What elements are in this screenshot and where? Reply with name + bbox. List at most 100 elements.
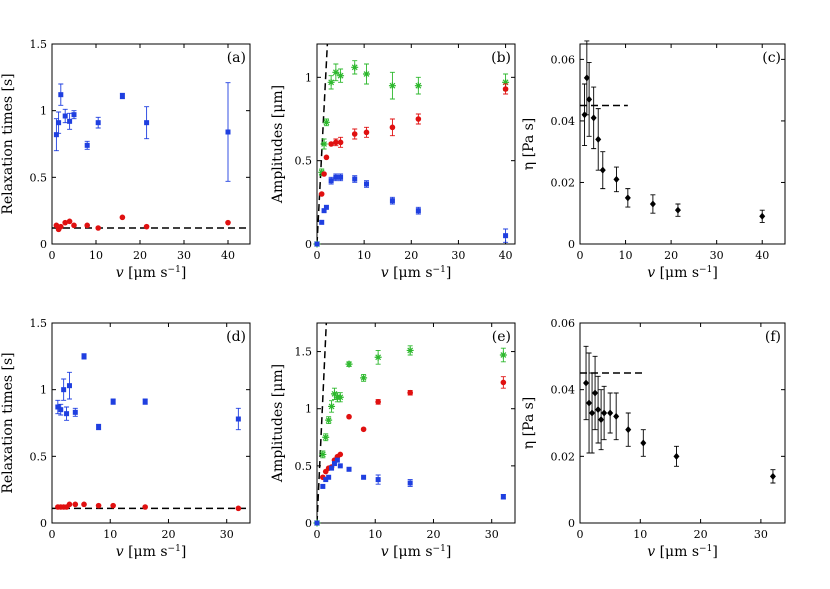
x-tick-label: 30 <box>451 249 465 262</box>
data-point <box>62 219 68 226</box>
data-point <box>319 450 327 458</box>
data-point <box>110 502 116 509</box>
data-point <box>322 433 330 441</box>
y-tick-label: 1.5 <box>30 317 48 330</box>
series-green <box>313 60 510 248</box>
x-axis-label: v [μm s−1] <box>381 265 452 281</box>
x-tick-label: 20 <box>404 249 418 262</box>
y-tick-label: 0 <box>305 517 312 530</box>
data-point <box>649 200 656 208</box>
data-point <box>769 472 776 480</box>
series-viscosity <box>581 40 766 223</box>
y-tick-label: 0 <box>568 517 575 530</box>
x-tick-label: 0 <box>314 528 321 541</box>
panel-label: (e) <box>492 329 511 345</box>
x-tick-label: 10 <box>633 528 647 541</box>
data-point <box>328 178 334 184</box>
series-slow-relaxation <box>55 353 241 431</box>
data-point <box>84 142 90 148</box>
data-point <box>337 451 344 458</box>
data-point <box>95 502 102 509</box>
y-tick-label: 0.04 <box>551 384 576 397</box>
data-point <box>71 222 77 229</box>
data-point <box>363 129 370 136</box>
data-point <box>71 112 77 118</box>
data-point <box>414 82 422 90</box>
data-point <box>500 494 506 500</box>
x-tick-label: 10 <box>357 249 371 262</box>
data-point <box>415 208 421 214</box>
data-point <box>330 390 338 398</box>
data-point <box>318 191 325 197</box>
panel-label: (d) <box>226 329 246 345</box>
y-tick-label: 1 <box>40 105 47 118</box>
data-point <box>314 520 320 526</box>
x-tick-label: 10 <box>89 249 103 262</box>
data-point <box>64 411 70 417</box>
data-point <box>592 389 599 397</box>
data-point <box>759 212 766 220</box>
y-tick-label: 1 <box>305 71 312 84</box>
series-slow-relaxation <box>53 82 231 182</box>
data-point <box>333 174 339 180</box>
plot-frame <box>579 322 786 524</box>
y-tick-label: 0.5 <box>295 460 313 473</box>
plot-frame <box>51 322 251 524</box>
x-tick-label: 40 <box>499 249 513 262</box>
data-point <box>613 412 620 420</box>
x-axis-label: v [μm s−1] <box>116 544 187 560</box>
data-point <box>583 379 590 387</box>
y-tick-label: 0.02 <box>551 176 576 189</box>
plot-frame <box>579 43 786 245</box>
data-point <box>67 118 73 124</box>
data-point <box>673 452 680 460</box>
data-point <box>144 120 150 126</box>
y-tick-label: 0.5 <box>295 155 313 168</box>
data-point <box>326 474 332 480</box>
x-tick-label: 0 <box>314 249 321 262</box>
x-tick-label: 20 <box>426 528 440 541</box>
data-point <box>595 406 602 414</box>
panel-label: (c) <box>762 50 781 66</box>
data-point <box>81 501 87 508</box>
panel-b: 0 10 20 30 40 0 0.5 1 Amplitudes [μm] v [μm s−1] (… <box>270 43 516 281</box>
x-tick-label: 20 <box>664 249 678 262</box>
x-tick-label: 30 <box>754 528 768 541</box>
data-point <box>55 404 61 410</box>
data-point <box>334 457 340 463</box>
data-point <box>337 72 345 80</box>
data-point <box>53 132 59 138</box>
data-point <box>96 424 102 430</box>
series-fast-relaxation <box>55 501 242 512</box>
panel-label: (b) <box>491 50 511 66</box>
panel-d: 0 10 20 30 0 0.5 1 1.5 Relaxation times [s] v [μm… <box>0 317 251 560</box>
data-point <box>351 131 358 137</box>
data-point <box>235 505 242 512</box>
data-point <box>322 118 330 126</box>
y-axis-label: Amplitudes [μm] <box>270 85 286 204</box>
data-point <box>66 501 73 508</box>
data-point <box>62 113 68 119</box>
data-point <box>640 439 647 447</box>
panel-a: 0 10 20 30 40 0 0.5 1 1.5 Relaxation times [s] v [… <box>0 38 251 281</box>
data-point <box>352 176 358 182</box>
data-point <box>325 416 333 424</box>
data-point <box>625 426 632 434</box>
x-tick-label: 0 <box>577 249 584 262</box>
data-point <box>500 379 507 386</box>
data-point <box>586 95 593 103</box>
data-point <box>56 120 62 126</box>
y-tick-label: 1.5 <box>295 346 313 359</box>
data-point <box>607 409 614 417</box>
data-point <box>58 407 64 413</box>
y-tick-label: 1 <box>305 403 312 416</box>
x-tick-label: 40 <box>755 249 769 262</box>
data-point <box>499 351 507 359</box>
data-point <box>84 222 90 229</box>
y-tick-label: 0.06 <box>551 317 576 330</box>
y-axis-label: Relaxation times [s] <box>0 73 16 214</box>
data-point <box>95 225 101 231</box>
y-tick-label: 0.06 <box>551 53 576 66</box>
data-point <box>66 218 73 225</box>
